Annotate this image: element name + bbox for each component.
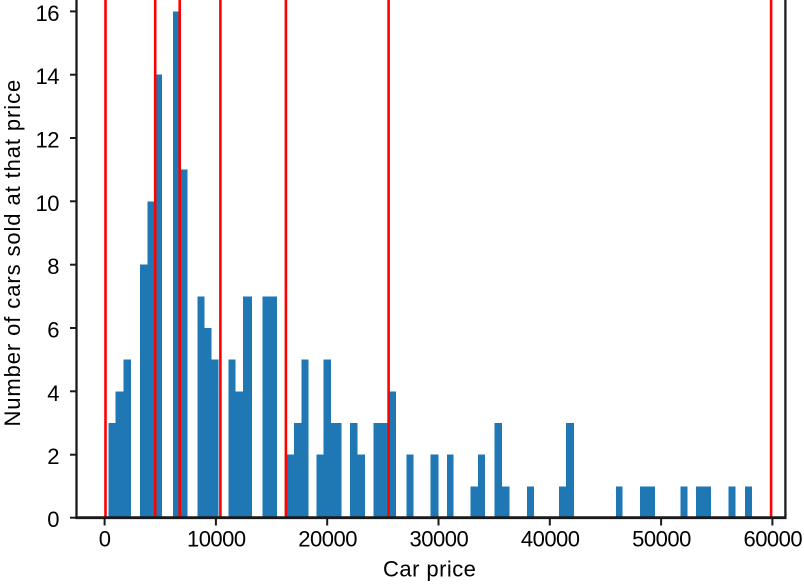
svg-text:4: 4 — [47, 381, 59, 406]
svg-text:14: 14 — [36, 64, 60, 89]
svg-text:16: 16 — [36, 1, 60, 26]
svg-text:Number of cars sold at that pr: Number of cars sold at that price — [0, 79, 25, 427]
svg-text:Car price: Car price — [383, 557, 476, 582]
svg-text:10: 10 — [36, 191, 60, 216]
svg-text:10000: 10000 — [187, 527, 246, 552]
svg-text:8: 8 — [47, 254, 59, 279]
svg-text:12: 12 — [36, 128, 60, 153]
svg-text:50000: 50000 — [632, 527, 691, 552]
svg-text:20000: 20000 — [298, 527, 357, 552]
svg-text:40000: 40000 — [521, 527, 580, 552]
svg-text:0: 0 — [99, 527, 111, 552]
svg-text:0: 0 — [47, 507, 59, 532]
svg-text:30000: 30000 — [410, 527, 469, 552]
svg-text:60000: 60000 — [743, 527, 802, 552]
svg-text:2: 2 — [47, 444, 59, 469]
svg-text:6: 6 — [47, 318, 59, 343]
